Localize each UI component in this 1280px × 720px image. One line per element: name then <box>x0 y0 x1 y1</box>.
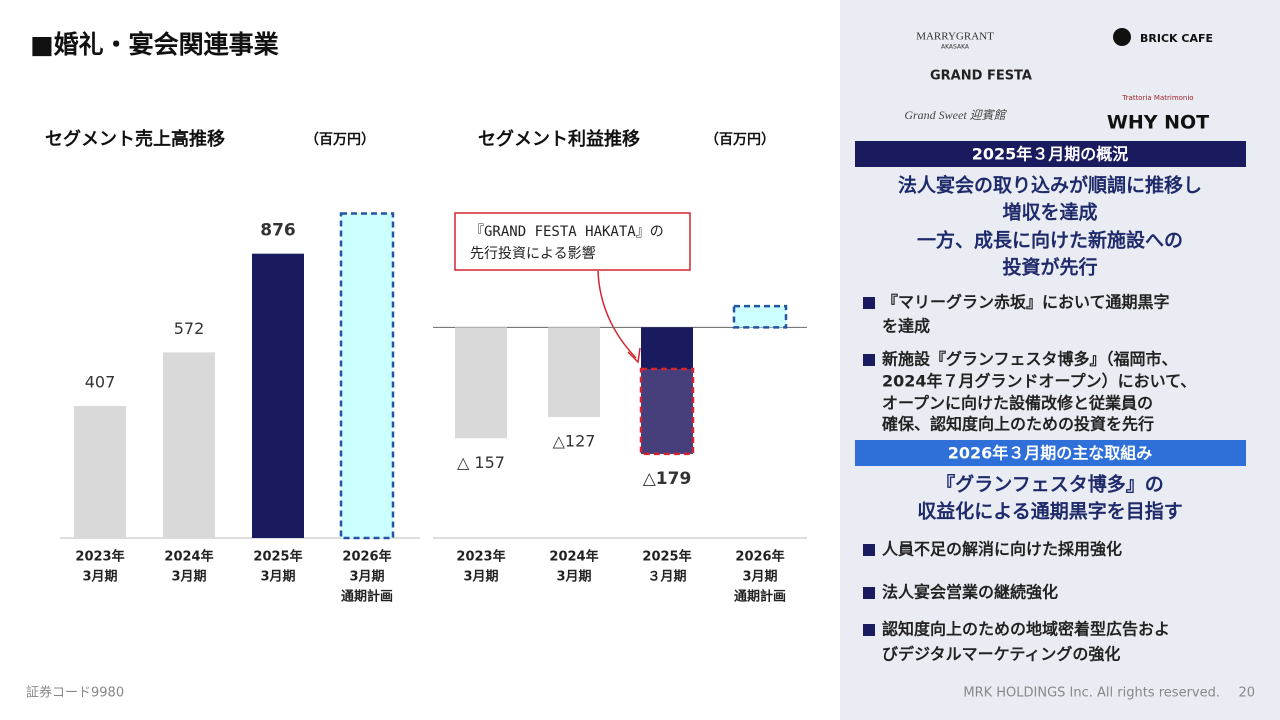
chart-title: セグメント売上高推移 <box>45 128 225 150</box>
x-tick-label: 2026年 <box>342 549 391 565</box>
x-tick-label: 2025年 <box>642 549 691 565</box>
headline: 『グランフェスタ博多』の <box>936 473 1163 496</box>
headline: 増収を達成 <box>1002 201 1097 224</box>
value-label: △ 157 <box>457 453 505 472</box>
page-number: 20 <box>1238 686 1255 701</box>
chart-unit: （百万円） <box>305 132 375 148</box>
x-tick-label: ３月期 <box>647 570 686 585</box>
x-tick-label: 3月期 <box>171 570 206 585</box>
headline: 一方、成長に向けた新施設への <box>917 229 1183 252</box>
brand-icon <box>1113 28 1131 46</box>
section-heading: 2026年３月期の主な取組み <box>948 444 1153 463</box>
x-tick-label: 2023年 <box>75 549 124 565</box>
annotation: 『GRAND FESTA HAKATA』の <box>470 224 664 240</box>
x-tick-label: 通期計画 <box>341 589 393 605</box>
bullet-text: オープンに向けた設備改修と従業員の <box>882 394 1153 413</box>
section-heading: 2025年３月期の概況 <box>972 145 1129 164</box>
x-tick-label: 2026年 <box>735 549 784 565</box>
value-label: 572 <box>174 319 205 338</box>
bullet-text: 新施設『グランフェスタ博多』（福岡市、 <box>882 350 1178 369</box>
bullet-text: 人員不足の解消に向けた採用強化 <box>882 540 1122 559</box>
section-band <box>855 141 1246 167</box>
bullet-text: 認知度向上のための地域密着型広告およ <box>882 620 1170 639</box>
bullet-text: を達成 <box>882 317 930 336</box>
x-tick-label: 3月期 <box>463 570 498 585</box>
value-label: △179 <box>643 469 692 489</box>
x-tick-label: 3月期 <box>82 570 117 585</box>
headline: 法人宴会の取り込みが順調に推移し <box>898 174 1202 197</box>
impact-segment <box>639 367 695 456</box>
bullet-marker <box>863 544 875 556</box>
brand-logo: MARRYGRANT <box>916 31 994 43</box>
bar <box>732 304 788 329</box>
x-tick-label: 3月期 <box>349 570 384 585</box>
bar <box>163 352 215 538</box>
x-tick-label: 2023年 <box>456 549 505 565</box>
headline: 収益化による通期黒字を目指す <box>917 500 1182 523</box>
x-tick-label: 2024年 <box>164 549 213 565</box>
x-tick-label: 2025年 <box>253 549 302 565</box>
bar <box>548 327 600 418</box>
x-tick-label: 3月期 <box>260 570 295 585</box>
bullet-text: 確保、認知度向上のための投資を先行 <box>882 415 1154 434</box>
side-panel <box>840 0 1280 720</box>
x-tick-label: 3月期 <box>556 570 591 585</box>
bar <box>339 212 395 540</box>
annotation: 先行投資による影響 <box>470 245 596 262</box>
footer-code: 証券コード9980 <box>26 685 124 701</box>
value-label: 407 <box>85 372 116 391</box>
x-tick-label: 2024年 <box>549 549 598 565</box>
annotation-box <box>454 212 691 271</box>
bullet-text: 2024年７月グランドオープン）において、 <box>882 372 1196 391</box>
section-band <box>855 440 1246 466</box>
brand-logo: Grand Sweet 迎賓館 <box>904 108 1007 122</box>
brand-logo: AKASAKA <box>941 44 970 51</box>
bullet-marker <box>863 624 875 636</box>
annotation-arrow <box>597 270 637 359</box>
x-tick-label: 3月期 <box>742 570 777 585</box>
brand-logo: WHY NOT <box>1107 112 1209 134</box>
bar <box>455 327 507 439</box>
chart-unit: （百万円） <box>705 132 775 148</box>
bullet-text: びデジタルマーケティングの強化 <box>882 645 1120 664</box>
headline: 投資が先行 <box>1002 256 1097 279</box>
bullet-text: 『マリーグラン赤坂』において通期黒字 <box>882 293 1170 312</box>
slide-title: ■婚礼・宴会関連事業 <box>30 30 279 59</box>
footer-copyright: MRK HOLDINGS Inc. All rights reserved. <box>963 686 1220 701</box>
bar <box>252 253 304 538</box>
arrow-head <box>627 347 641 364</box>
brand-logo: GRAND FESTA <box>930 69 1032 84</box>
bullet-marker <box>863 297 875 309</box>
value-label: 876 <box>260 221 296 241</box>
bar <box>74 405 126 538</box>
value-label: △127 <box>553 432 596 451</box>
x-tick-label: 通期計画 <box>734 589 786 605</box>
brand-logo: Trattoria Matrimonio <box>1121 94 1193 102</box>
chart-title: セグメント利益推移 <box>478 128 640 150</box>
bullet-marker <box>863 587 875 599</box>
brand-logo: BRICK CAFE <box>1140 32 1213 45</box>
bullet-text: 法人宴会営業の継続強化 <box>882 583 1058 602</box>
bullet-marker <box>863 354 875 366</box>
